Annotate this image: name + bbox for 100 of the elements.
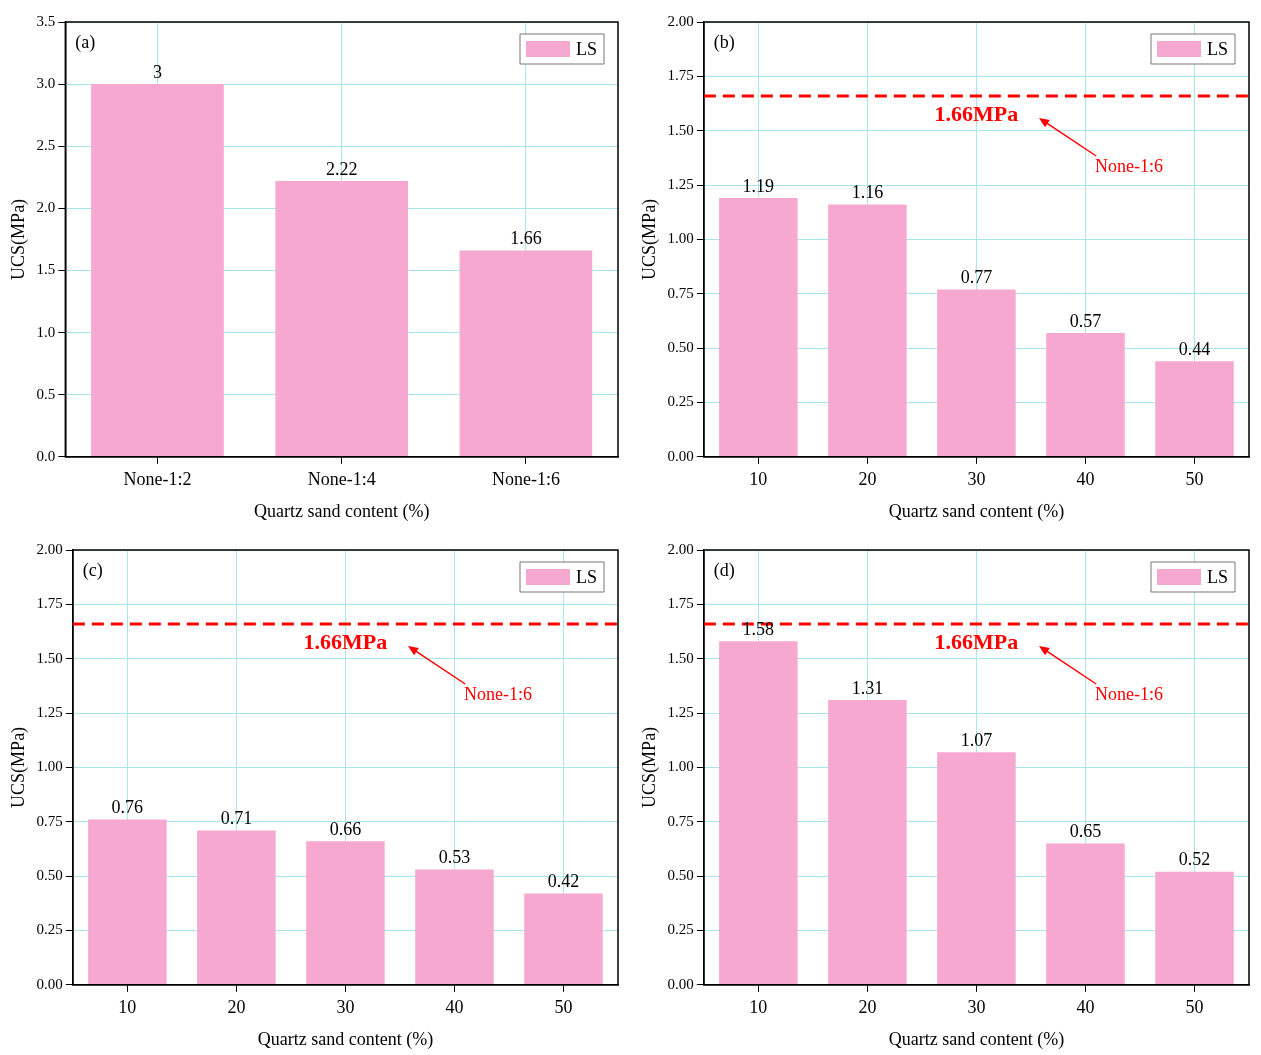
bar	[415, 869, 494, 985]
annotation: None-1:6	[1095, 683, 1164, 704]
x-tick-label: 20	[858, 469, 877, 490]
bar	[1155, 871, 1234, 985]
x-axis-title: Quartz sand content (%)	[888, 500, 1065, 522]
y-tick-label: 0.50	[667, 867, 694, 884]
ref-line-label: 1.66MPa	[934, 100, 1019, 126]
x-tick-label: 40	[445, 997, 464, 1018]
data-label: 1.66	[510, 228, 542, 249]
bar	[937, 752, 1016, 985]
y-tick-label: 0.00	[667, 975, 694, 992]
y-tick-label: 0.25	[667, 921, 694, 938]
data-label: 1.31	[851, 677, 884, 698]
x-tick-label: 10	[749, 469, 768, 490]
y-tick-label: 0.50	[36, 867, 63, 884]
y-tick-label: 3.5	[36, 12, 56, 29]
y-tick-label: 2.00	[667, 540, 694, 557]
y-tick-label: 0.75	[667, 812, 694, 829]
y-tick-label: 1.25	[667, 175, 694, 192]
x-tick-label: 30	[967, 997, 986, 1018]
y-tick-label: 1.50	[667, 121, 694, 138]
y-tick-label: 2.5	[36, 137, 56, 154]
x-axis-title: Quartz sand content (%)	[257, 1028, 434, 1050]
y-tick-label: 3.0	[36, 75, 56, 92]
bar	[91, 84, 224, 457]
y-tick-label: 1.0	[36, 323, 56, 340]
y-tick-label: 2.00	[667, 12, 694, 29]
annotation: None-1:6	[464, 683, 533, 704]
bar	[828, 700, 907, 985]
x-tick-label: 20	[858, 997, 877, 1018]
annotation: (d)	[713, 559, 735, 581]
x-axis-title: Quartz sand content (%)	[888, 1028, 1065, 1050]
y-tick-label: 1.5	[36, 261, 56, 278]
y-axis-title: UCS(MPa)	[638, 726, 660, 808]
y-tick-label: 1.00	[667, 230, 694, 247]
bar	[197, 830, 276, 985]
bar	[719, 198, 798, 457]
y-axis-title: UCS(MPa)	[638, 198, 660, 280]
x-tick-label: 40	[1076, 997, 1095, 1018]
annotation: (b)	[713, 31, 735, 53]
bar	[524, 893, 603, 985]
bar	[719, 641, 798, 985]
y-tick-label: 0.0	[36, 447, 56, 464]
data-label: 2.22	[325, 158, 358, 179]
data-label: 0.52	[1178, 849, 1211, 870]
x-tick-label: 30	[336, 997, 355, 1018]
bar	[937, 289, 1016, 457]
x-axis-title: Quartz sand content (%)	[253, 500, 430, 522]
data-label: 0.76	[111, 797, 144, 818]
y-tick-label: 1.50	[36, 649, 63, 666]
annotation: (a)	[75, 31, 96, 53]
y-tick-label: 0.00	[36, 975, 63, 992]
bar	[88, 819, 167, 985]
bar	[1155, 361, 1234, 457]
data-label: 0.71	[220, 808, 253, 829]
y-axis-title: UCS(MPa)	[7, 726, 29, 808]
data-label: 3	[152, 61, 162, 82]
x-tick-label: 50	[554, 997, 573, 1018]
ref-line-label: 1.66MPa	[934, 628, 1019, 654]
legend-label: LS	[576, 566, 598, 587]
bar	[459, 250, 593, 457]
data-label: 0.66	[329, 819, 362, 840]
data-label: 1.16	[851, 182, 884, 203]
x-tick-label: None-1:6	[491, 469, 560, 490]
bar	[828, 204, 907, 457]
legend-label: LS	[1207, 38, 1229, 59]
legend-label: LS	[576, 38, 598, 59]
ref-line-label: 1.66MPa	[303, 628, 388, 654]
y-tick-label: 0.75	[36, 812, 63, 829]
data-label: 0.42	[547, 871, 580, 892]
y-tick-label: 1.25	[667, 703, 694, 720]
y-tick-label: 0.5	[36, 385, 56, 402]
bar	[275, 181, 408, 457]
x-tick-label: 30	[967, 469, 986, 490]
data-label: 0.53	[438, 847, 471, 868]
data-label: 0.44	[1178, 338, 1211, 359]
y-tick-label: 0.25	[667, 393, 694, 410]
y-tick-label: 1.75	[667, 595, 694, 612]
data-label: 1.19	[742, 175, 775, 196]
legend-label: LS	[1207, 566, 1229, 587]
x-tick-label: 50	[1185, 469, 1204, 490]
y-tick-label: 0.25	[36, 921, 63, 938]
y-tick-label: 0.50	[667, 339, 694, 356]
data-label: 1.07	[960, 729, 993, 750]
data-label: 0.57	[1069, 310, 1102, 331]
y-tick-label: 1.25	[36, 703, 63, 720]
data-label: 0.77	[960, 267, 993, 288]
data-label: 1.58	[742, 619, 775, 640]
y-tick-label: 0.75	[667, 284, 694, 301]
bar	[1046, 332, 1125, 457]
bar	[1046, 843, 1125, 985]
y-tick-label: 1.75	[36, 595, 63, 612]
x-tick-label: None-1:4	[307, 469, 376, 490]
annotation: None-1:6	[1095, 155, 1164, 176]
x-tick-label: 10	[118, 997, 137, 1018]
y-tick-label: 1.00	[667, 758, 694, 775]
y-tick-label: 0.00	[667, 447, 694, 464]
y-tick-label: 1.75	[667, 67, 694, 84]
y-tick-label: 1.50	[667, 649, 694, 666]
x-tick-label: None-1:2	[123, 469, 192, 490]
